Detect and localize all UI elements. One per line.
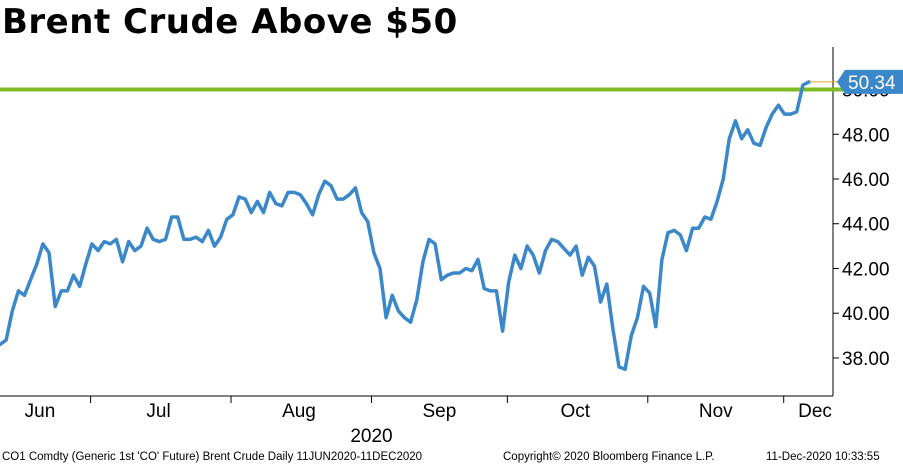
last-value-label-layer: 50.34 [809, 69, 903, 94]
x-tick-label: Jun [25, 401, 56, 422]
y-tick-label: 48.00 [842, 125, 890, 146]
x-tick-label: Sep [423, 401, 457, 422]
x-year-label: 2020 [350, 426, 392, 447]
x-tick-label: Aug [282, 401, 316, 422]
footer-source: CO1 Comdty (Generic 1st 'CO' Future) Bre… [2, 451, 423, 463]
x-tick-label: Jul [146, 401, 170, 422]
y-tick-label: 42.00 [842, 259, 890, 280]
x-tick-label: Oct [561, 401, 591, 422]
last-value-badge [837, 69, 903, 94]
y-tick-label: 44.00 [842, 215, 890, 236]
footer-timestamp: 11-Dec-2020 10:33:55 [766, 451, 880, 463]
y-tick-label: 46.00 [842, 170, 890, 191]
brent-price-line [0, 80, 811, 371]
footer-copyright: Copyright© 2020 Bloomberg Finance L.P. [503, 451, 715, 463]
chart-title: Brent Crude Above $50 [2, 2, 458, 42]
x-tick-label: Nov [699, 401, 733, 422]
x-tick-label: Dec [798, 401, 832, 422]
y-tick-label: 40.00 [842, 304, 890, 325]
series-layer [0, 80, 811, 371]
last-value-text: 50.34 [848, 73, 896, 94]
y-tick-label: 38.00 [842, 349, 890, 370]
